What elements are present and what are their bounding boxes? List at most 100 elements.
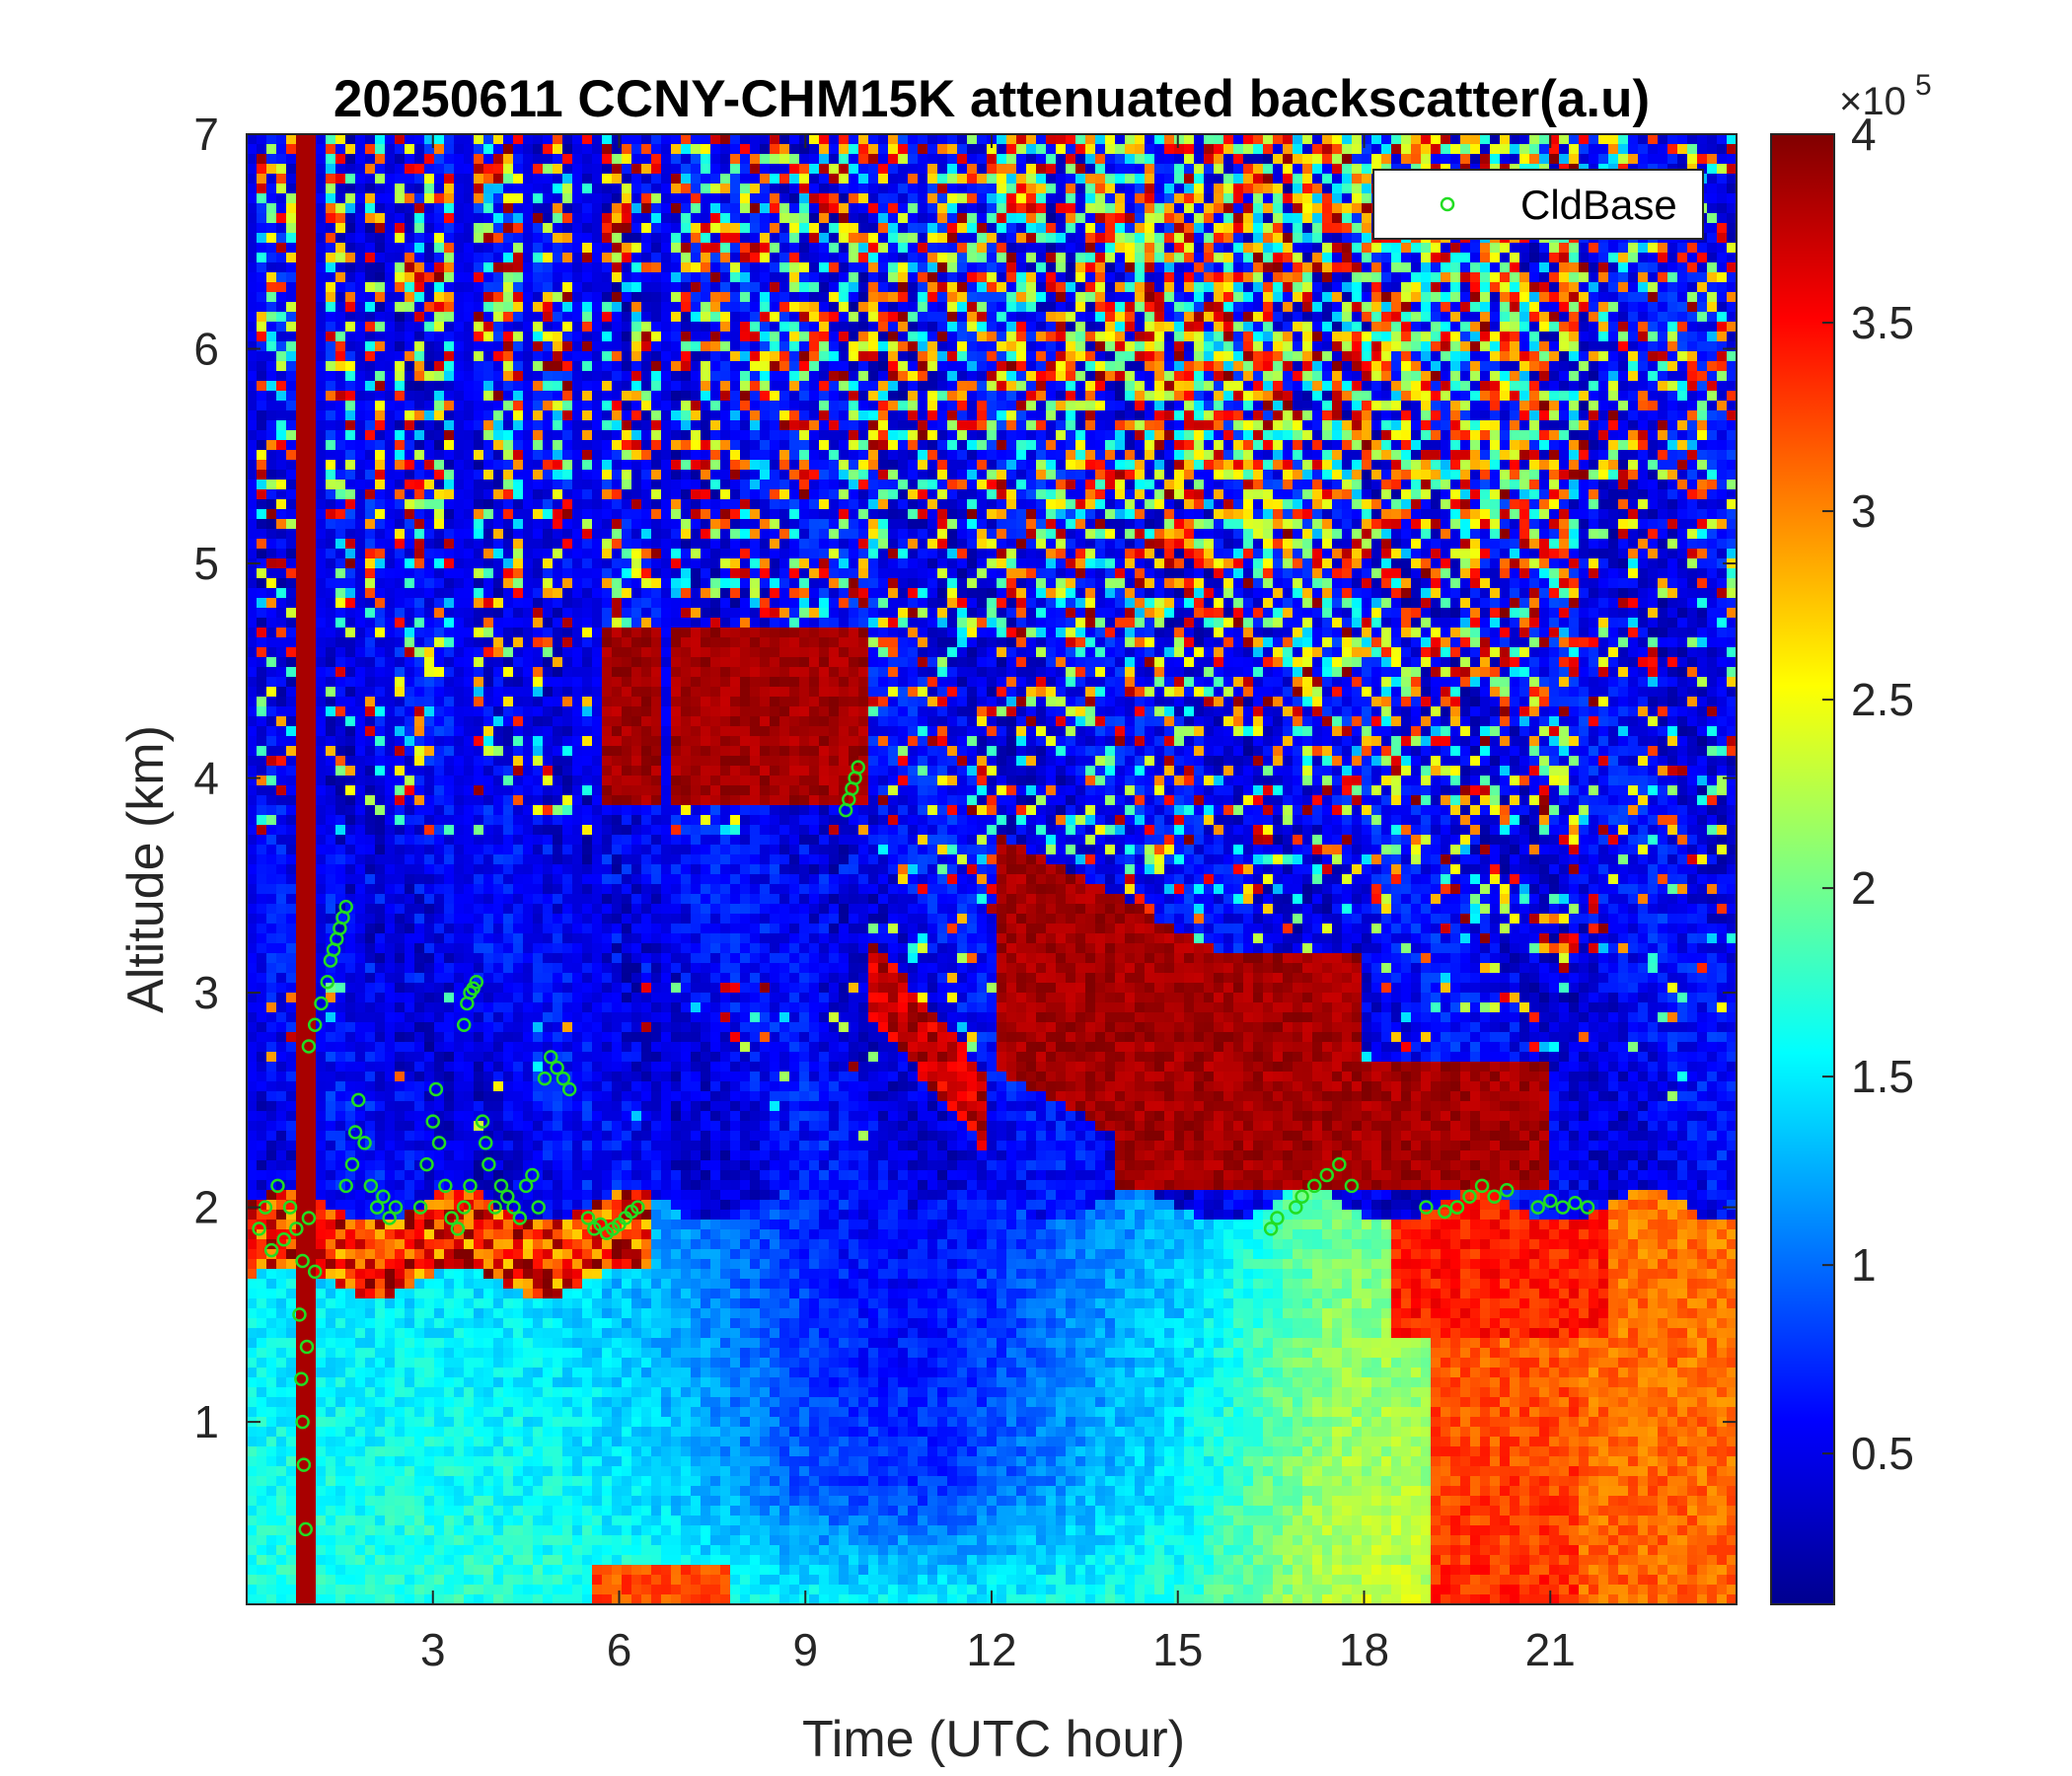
heatmap-cell <box>424 410 435 421</box>
heatmap-cell <box>493 736 504 747</box>
heatmap-cell <box>345 924 356 934</box>
heatmap-cell <box>474 262 484 273</box>
heatmap-cell <box>454 1150 465 1161</box>
heatmap-cell <box>523 1476 534 1487</box>
heatmap-cell <box>533 1575 544 1586</box>
heatmap-cell <box>326 272 336 283</box>
heatmap-cell <box>513 371 524 382</box>
heatmap-cell <box>562 1585 573 1595</box>
heatmap-cell <box>286 697 297 707</box>
heatmap-cell <box>405 1032 415 1043</box>
heatmap-cell <box>335 1456 346 1467</box>
heatmap-cell <box>503 795 514 806</box>
heatmap-cell <box>335 746 346 757</box>
heatmap-cell <box>266 391 277 402</box>
heatmap-cell <box>385 312 396 323</box>
heatmap-cell <box>474 1160 484 1171</box>
heatmap-cell <box>395 262 406 273</box>
heatmap-cell <box>335 1032 346 1043</box>
heatmap-cell <box>454 1239 465 1250</box>
heatmap-cell <box>276 1052 287 1063</box>
heatmap-cell <box>345 282 356 293</box>
heatmap-cell <box>483 933 494 944</box>
heatmap-cell <box>523 785 534 796</box>
heatmap-cell <box>454 1042 465 1053</box>
heatmap-cell <box>543 1259 554 1270</box>
heatmap-cell <box>483 756 494 767</box>
heatmap-cell <box>355 1279 366 1290</box>
heatmap-cell <box>266 805 277 816</box>
heatmap-cell <box>444 1565 455 1576</box>
heatmap-cell <box>316 450 327 461</box>
heatmap-cell <box>326 776 336 786</box>
heatmap-cell <box>385 746 396 757</box>
heatmap-cell <box>405 292 415 303</box>
heatmap-cell <box>543 1486 554 1497</box>
heatmap-cell <box>513 1160 524 1171</box>
heatmap-cell <box>533 1141 544 1151</box>
heatmap-cell <box>444 1022 455 1033</box>
heatmap-cell <box>316 292 327 303</box>
heatmap-cell <box>454 351 465 362</box>
heatmap-cell <box>572 825 583 836</box>
heatmap-cell <box>414 578 425 589</box>
heatmap-cell <box>395 1338 406 1349</box>
heatmap-cell <box>414 499 425 510</box>
heatmap-cell <box>444 825 455 836</box>
heatmap-cell <box>572 489 583 500</box>
heatmap-cell <box>424 973 435 984</box>
heatmap-cell <box>355 1062 366 1073</box>
heatmap-cell <box>553 746 563 757</box>
heatmap-cell <box>493 568 504 579</box>
heatmap-cell <box>385 1348 396 1359</box>
heatmap-cell <box>306 1585 317 1595</box>
heatmap-cell <box>444 667 455 678</box>
heatmap-cell <box>493 539 504 550</box>
heatmap-cell <box>483 894 494 905</box>
heatmap-cell <box>562 213 573 224</box>
heatmap-cell <box>414 203 425 214</box>
heatmap-cell <box>306 726 317 737</box>
heatmap-cell <box>414 874 425 885</box>
heatmap-cell <box>464 1180 475 1191</box>
heatmap-cell <box>444 933 455 944</box>
heatmap-cell <box>257 1101 267 1112</box>
heatmap-cell <box>375 558 386 569</box>
heatmap-cell <box>572 618 583 629</box>
heatmap-cell <box>523 835 534 846</box>
heatmap-cell <box>572 884 583 895</box>
heatmap-cell <box>513 716 524 727</box>
heatmap-cell <box>326 480 336 490</box>
heatmap-cell <box>395 499 406 510</box>
heatmap-cell <box>266 1594 277 1604</box>
heatmap-cell <box>503 1180 514 1191</box>
heatmap-cell <box>503 608 514 619</box>
heatmap-cell <box>553 1200 563 1211</box>
heatmap-cell <box>543 973 554 984</box>
heatmap-cell <box>247 1160 258 1171</box>
heatmap-cell <box>385 351 396 362</box>
heatmap-cell <box>572 144 583 155</box>
heatmap-cell <box>562 835 573 846</box>
heatmap-cell <box>276 568 287 579</box>
heatmap-cell <box>355 1121 366 1132</box>
heatmap-cell <box>335 864 346 875</box>
heatmap-cell <box>395 1358 406 1369</box>
heatmap-cell <box>385 874 396 885</box>
heatmap-cell <box>405 1328 415 1339</box>
heatmap-cell <box>414 1298 425 1309</box>
heatmap-cell <box>464 312 475 323</box>
heatmap-cell <box>424 351 435 362</box>
heatmap-cell <box>424 835 435 846</box>
heatmap-cell <box>355 1091 366 1102</box>
heatmap-cell <box>306 1269 317 1280</box>
heatmap-cell <box>454 1338 465 1349</box>
heatmap-cell <box>464 1160 475 1171</box>
heatmap-cell <box>345 460 356 471</box>
heatmap-cell <box>414 1308 425 1319</box>
heatmap-cell <box>335 144 346 155</box>
heatmap-cell <box>474 1052 484 1063</box>
heatmap-cell <box>405 884 415 895</box>
heatmap-cell <box>296 1585 307 1595</box>
heatmap-cell <box>493 144 504 155</box>
